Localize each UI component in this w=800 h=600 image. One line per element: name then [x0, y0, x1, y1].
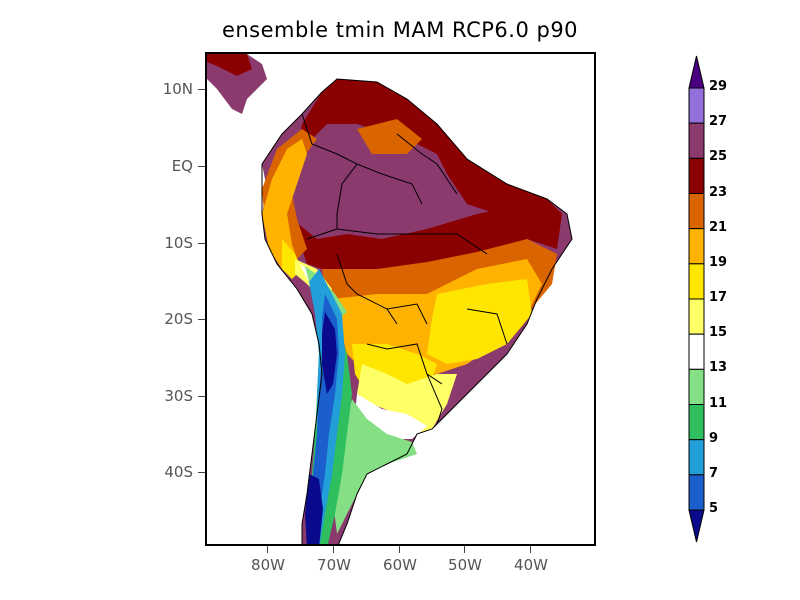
colorbar-box: [688, 87, 705, 124]
colorbar-tick-label: 21: [709, 219, 728, 235]
colorbar-tick-label: 9: [709, 430, 719, 446]
colorbar-tick-label: 19: [709, 254, 728, 270]
map-panel: [205, 52, 596, 546]
colorbar-box: [688, 333, 705, 370]
colorbar-box: [688, 439, 705, 476]
region-dark-red: [297, 79, 562, 224]
region-dark-red-south: [292, 204, 562, 274]
region-central-america-hot: [207, 54, 252, 76]
colorbar-box: [688, 298, 705, 335]
colorbar-box: [688, 157, 705, 195]
region-navy-north: [322, 312, 337, 394]
colorbar-box: [688, 368, 705, 406]
y-tick-label: 30S: [164, 387, 193, 405]
y-tick: [198, 243, 205, 244]
x-tick-label: 50W: [448, 556, 482, 574]
colorbar-tick-label: 17: [709, 290, 728, 305]
y-tick: [198, 396, 205, 397]
x-tick-label: 70W: [317, 556, 351, 574]
map-canvas: [207, 54, 573, 544]
colorbar-tick-label: 29: [709, 79, 728, 94]
colorbar-tick-label: 15: [709, 325, 728, 341]
y-tick: [198, 89, 205, 90]
y-tick: [198, 472, 205, 473]
region-light-yellow: [357, 364, 457, 434]
x-tick: [530, 546, 531, 553]
y-tick-label: 40S: [164, 463, 193, 481]
colorbar-tick-label: 13: [709, 360, 728, 376]
colorbar-tick-label: 11: [709, 395, 728, 411]
x-tick-label: 80W: [251, 556, 285, 574]
x-tick-label: 60W: [383, 556, 417, 574]
region-yellow-2: [427, 279, 532, 364]
region-light-orange-1: [262, 139, 307, 269]
colorbar-box: [688, 404, 705, 441]
x-tick: [267, 546, 268, 553]
colorbar-box: [688, 228, 705, 265]
y-tick: [198, 319, 205, 320]
y-tick-label: 20S: [164, 310, 193, 328]
y-tick: [198, 166, 205, 167]
region-light-green: [332, 399, 417, 534]
colorbar-tick-label: 27: [709, 114, 728, 130]
colorbar-box: [688, 474, 705, 511]
colorbar-extend-min: [688, 509, 705, 543]
map-title: ensemble tmin MAM RCP6.0 p90: [221, 18, 579, 42]
colorbar-box: [688, 122, 705, 159]
colorbar: [688, 55, 705, 543]
colorbar-tick-label: 25: [709, 149, 728, 165]
x-tick: [464, 546, 465, 553]
y-tick-label: 10N: [162, 80, 193, 98]
x-tick: [333, 546, 334, 553]
country-borders: [261, 78, 573, 544]
region-navy-south: [305, 474, 323, 544]
colorbar-box: [688, 193, 705, 230]
x-tick-label: 40W: [514, 556, 548, 574]
y-tick-label: EQ: [171, 157, 193, 175]
colorbar-tick-label: 5: [709, 501, 719, 516]
colorbar-extend-max: [688, 55, 705, 89]
colorbar-box: [688, 263, 705, 300]
region-orange-2: [357, 119, 422, 154]
x-tick: [399, 546, 400, 553]
y-tick-label: 10S: [164, 234, 193, 252]
colorbar-tick-label: 23: [709, 184, 728, 200]
colorbar-tick-label: 7: [709, 465, 719, 481]
